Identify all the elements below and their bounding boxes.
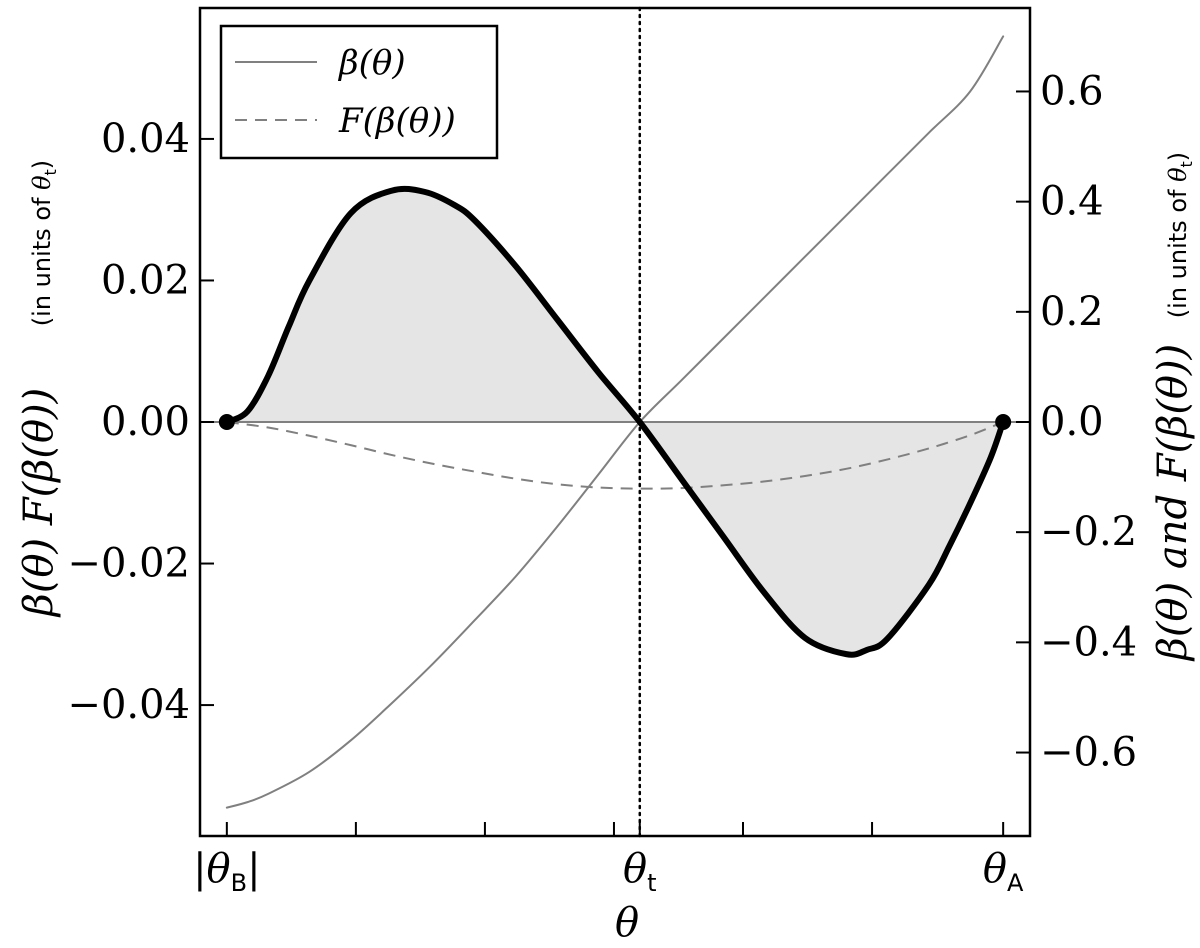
left-y-axis-title: β(θ) F(β(θ)) <box>16 388 62 619</box>
legend-label: β(θ) <box>337 43 406 83</box>
ticks-layer <box>200 90 1030 836</box>
series-line-beta <box>225 35 1005 809</box>
right-y-tick-label: 0.6 <box>1040 68 1104 114</box>
right-y-tick-label: 0.0 <box>1040 399 1104 445</box>
left-y-unit-note: (in units of θt) <box>28 160 60 326</box>
legend-box <box>219 24 499 160</box>
right-y-tick-label: −0.2 <box>1040 509 1137 555</box>
left-y-tick-label: −0.02 <box>67 541 190 587</box>
right-y-tick-label: −0.4 <box>1040 619 1137 665</box>
right-y-tick-label: 0.4 <box>1040 179 1104 225</box>
legend-label: F(β(θ)) <box>338 101 456 141</box>
x-tick-label: θt <box>623 846 657 897</box>
left-y-tick-label: 0.04 <box>101 116 190 162</box>
left-y-tick-label: 0.02 <box>101 257 190 303</box>
x-axis-title: θ <box>615 900 639 946</box>
x-tick-label: θA <box>983 846 1024 897</box>
series-layer <box>218 35 1012 809</box>
right-y-tick-label: −0.6 <box>1040 730 1137 776</box>
right-y-tick-label: 0.2 <box>1040 289 1104 335</box>
right-y-axis-title: β(θ) and F(β(θ)) <box>1150 344 1196 662</box>
labels-layer: 0.04 0.02 0.00 −0.02 −0.04 0.6 0.4 0.2 0.0 −0.2 −0… <box>16 68 1196 946</box>
legend: β(θ) F(β(θ)) <box>219 24 499 160</box>
endpoint-marker <box>995 414 1012 430</box>
series-line-product <box>223 185 1007 658</box>
x-tick-label: |θB| <box>193 846 261 897</box>
left-y-tick-label: 0.00 <box>101 399 190 445</box>
endpoint-marker <box>218 414 235 430</box>
right-y-unit-note: (in units of θt) <box>1164 152 1196 318</box>
left-y-tick-label: −0.04 <box>67 682 190 728</box>
series-line-F-beta <box>226 421 1004 490</box>
